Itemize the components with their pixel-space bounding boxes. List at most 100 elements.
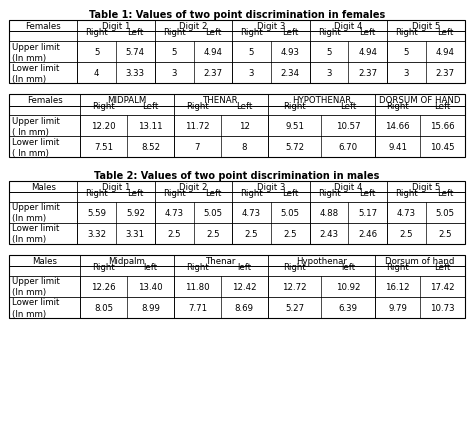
Text: Left: Left (360, 28, 376, 37)
Text: 4.73: 4.73 (242, 208, 261, 217)
Text: Right: Right (92, 102, 115, 111)
Text: 5.05: 5.05 (436, 208, 455, 217)
Text: 6.70: 6.70 (339, 143, 358, 152)
Text: Left: Left (205, 188, 221, 197)
Text: 9.51: 9.51 (285, 122, 304, 131)
Text: 5: 5 (172, 48, 177, 57)
Text: DORSUM OF HAND: DORSUM OF HAND (379, 96, 461, 105)
Text: 5.72: 5.72 (285, 143, 304, 152)
Text: Left: Left (360, 188, 376, 197)
Text: Upper limit
( In mm): Upper limit ( In mm) (12, 117, 60, 137)
Text: Right: Right (283, 262, 306, 271)
Text: 11.80: 11.80 (185, 283, 210, 291)
Text: 10.92: 10.92 (336, 283, 361, 291)
Text: 10.57: 10.57 (336, 122, 361, 131)
Text: Right: Right (240, 188, 263, 197)
Text: 5.27: 5.27 (285, 304, 304, 312)
Text: Digit 1: Digit 1 (102, 183, 130, 191)
Text: Right: Right (318, 188, 340, 197)
Text: Left: Left (205, 28, 221, 37)
Bar (9, 181, 465, 244)
Text: 3.33: 3.33 (126, 69, 145, 78)
Text: Dorsum of hand: Dorsum of hand (385, 257, 455, 265)
Text: 16.12: 16.12 (385, 283, 410, 291)
Text: 5: 5 (404, 48, 409, 57)
Text: 4.94: 4.94 (203, 48, 222, 57)
Text: 2.5: 2.5 (400, 230, 413, 238)
Text: THENAR: THENAR (203, 96, 238, 105)
Text: HYPOTHENAR: HYPOTHENAR (292, 96, 351, 105)
Text: Upper limit
(In mm): Upper limit (In mm) (12, 42, 60, 63)
Text: 5.92: 5.92 (126, 208, 145, 217)
Text: 12.20: 12.20 (91, 122, 116, 131)
Text: 2.43: 2.43 (319, 230, 338, 238)
Text: Thenar: Thenar (206, 257, 236, 265)
Text: 12.26: 12.26 (91, 283, 116, 291)
Text: 4.94: 4.94 (358, 48, 377, 57)
Text: 8.05: 8.05 (94, 304, 113, 312)
Text: Digit 5: Digit 5 (411, 183, 440, 191)
Text: Right: Right (85, 188, 108, 197)
Text: 6.39: 6.39 (339, 304, 358, 312)
Text: 5: 5 (94, 48, 100, 57)
Text: Right: Right (85, 28, 108, 37)
Text: 5.17: 5.17 (358, 208, 377, 217)
Text: 8.52: 8.52 (141, 143, 160, 152)
Text: 9.41: 9.41 (388, 143, 407, 152)
Text: 10.73: 10.73 (430, 304, 455, 312)
Text: Left: Left (282, 28, 299, 37)
Text: Lower limit
(In mm): Lower limit (In mm) (12, 298, 60, 318)
Text: 8.99: 8.99 (141, 304, 160, 312)
Text: 5.05: 5.05 (203, 208, 222, 217)
Text: 3.32: 3.32 (87, 230, 106, 238)
Text: 7: 7 (195, 143, 200, 152)
Bar (9, 95, 465, 158)
Text: 5: 5 (326, 48, 332, 57)
Text: Digit 3: Digit 3 (257, 183, 285, 191)
Text: 10.45: 10.45 (430, 143, 455, 152)
Text: 12: 12 (239, 122, 250, 131)
Text: 2.5: 2.5 (245, 230, 258, 238)
Text: Right: Right (395, 188, 418, 197)
Text: 8.69: 8.69 (235, 304, 254, 312)
Text: 2.5: 2.5 (167, 230, 181, 238)
Text: 2.37: 2.37 (436, 69, 455, 78)
Text: Digit 4: Digit 4 (334, 183, 363, 191)
Text: left: left (144, 262, 157, 271)
Text: Lower limit
( In mm): Lower limit ( In mm) (12, 138, 60, 158)
Text: Table 1: Values of two point discrimination in females: Table 1: Values of two point discriminat… (89, 10, 385, 20)
Text: Left: Left (437, 188, 453, 197)
Text: 4.94: 4.94 (436, 48, 455, 57)
Text: 13.11: 13.11 (138, 122, 163, 131)
Text: 12.42: 12.42 (232, 283, 256, 291)
Text: Left: Left (142, 102, 159, 111)
Text: Left: Left (127, 188, 144, 197)
Text: 8: 8 (242, 143, 247, 152)
Text: 5.74: 5.74 (126, 48, 145, 57)
Text: Left: Left (282, 188, 299, 197)
Text: 3.31: 3.31 (126, 230, 145, 238)
Text: Left: Left (236, 102, 253, 111)
Text: 3: 3 (326, 69, 332, 78)
Text: 5.05: 5.05 (281, 208, 300, 217)
Text: 4.73: 4.73 (397, 208, 416, 217)
Text: 11.72: 11.72 (185, 122, 210, 131)
Text: Females: Females (26, 22, 61, 31)
Text: Digit 3: Digit 3 (257, 22, 285, 31)
Text: 4.73: 4.73 (164, 208, 184, 217)
Text: 2.5: 2.5 (283, 230, 297, 238)
Text: 17.42: 17.42 (430, 283, 455, 291)
Text: Digit 2: Digit 2 (179, 183, 208, 191)
Text: 2.34: 2.34 (281, 69, 300, 78)
Text: 2.5: 2.5 (438, 230, 452, 238)
Text: Left: Left (434, 262, 450, 271)
Text: Right: Right (186, 262, 209, 271)
Text: Right: Right (386, 102, 409, 111)
Text: 7.51: 7.51 (94, 143, 113, 152)
Text: Right: Right (386, 262, 409, 271)
Text: Left: Left (127, 28, 144, 37)
Text: MIDPALM: MIDPALM (107, 96, 146, 105)
Text: Males: Males (31, 183, 56, 191)
Text: Right: Right (318, 28, 340, 37)
Text: Midpalm: Midpalm (109, 257, 146, 265)
